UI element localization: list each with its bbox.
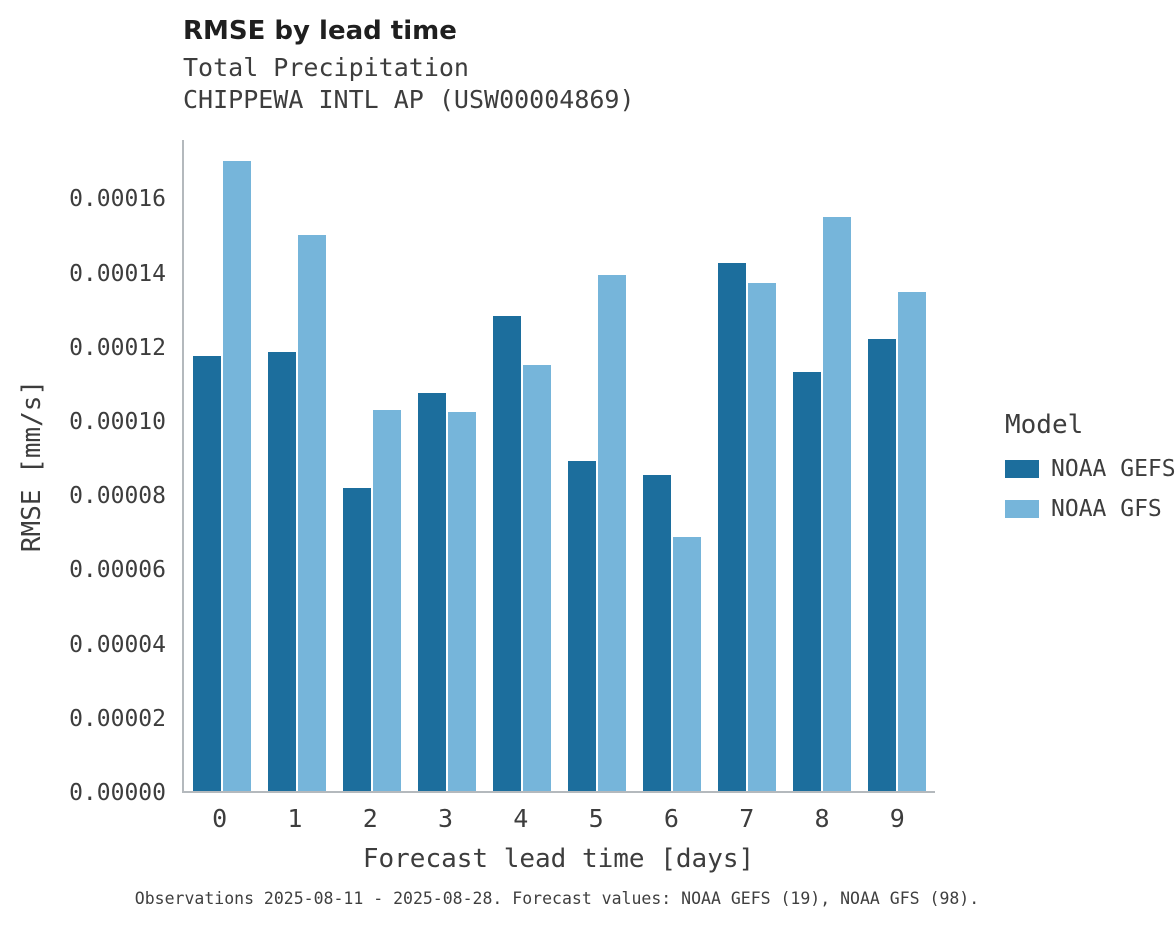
bar-group-lead-1	[267, 140, 326, 791]
legend-entry-noaa-gefs: NOAA GEFS	[1005, 456, 1175, 482]
bar-group-lead-0	[192, 140, 251, 791]
y-axis-tick-labels: 0.00000 0.00002 0.00004 0.00006 0.00008 0.000…	[0, 140, 166, 806]
bar-noaa-gefs-lead-6	[643, 475, 672, 791]
bar-group-lead-2	[342, 140, 401, 791]
bar-noaa-gfs-lead-4	[522, 364, 551, 791]
legend-label-noaa-gefs: NOAA GEFS	[1051, 456, 1175, 482]
legend: Model NOAA GEFS NOAA GFS	[1005, 410, 1175, 536]
bar-group-lead-6	[643, 140, 702, 791]
legend-title: Model	[1005, 410, 1084, 440]
bar-noaa-gefs-lead-8	[793, 371, 822, 791]
bar-noaa-gefs-lead-2	[342, 487, 371, 791]
x-tick-label: 7	[739, 804, 755, 833]
x-tick-label: 2	[362, 804, 378, 833]
legend-entries: NOAA GEFS NOAA GFS	[1005, 456, 1175, 522]
x-tick-label: 9	[889, 804, 905, 833]
y-tick-label: 0.00002	[69, 705, 166, 732]
x-tick-label: 4	[513, 804, 529, 833]
chart-title: RMSE by lead time	[183, 16, 457, 46]
bar-noaa-gefs-lead-0	[192, 356, 221, 791]
bar-group-lead-4	[492, 140, 551, 791]
legend-swatch-noaa-gefs	[1005, 460, 1039, 478]
x-tick-label: 5	[588, 804, 604, 833]
chart-subtitle-station: CHIPPEWA INTL AP (USW00004869)	[183, 85, 635, 114]
bar-group-lead-8	[793, 140, 852, 791]
bar-noaa-gefs-lead-7	[718, 262, 747, 791]
bar-noaa-gfs-lead-8	[823, 216, 852, 791]
y-tick-label: 0.00006	[69, 557, 166, 584]
legend-label-noaa-gfs: NOAA GFS	[1051, 496, 1162, 522]
bar-noaa-gefs-lead-5	[568, 461, 597, 791]
bar-noaa-gfs-lead-9	[898, 292, 927, 791]
x-tick-label: 1	[287, 804, 303, 833]
bar-group-lead-7	[718, 140, 777, 791]
x-tick-label: 8	[814, 804, 830, 833]
x-axis-label: Forecast lead time [days]	[362, 844, 755, 874]
bar-noaa-gefs-lead-1	[267, 352, 296, 791]
bar-noaa-gfs-lead-0	[222, 161, 251, 791]
y-tick-label: 0.00000	[69, 780, 166, 806]
plot-area	[182, 140, 935, 793]
y-tick-label: 0.00014	[69, 260, 166, 287]
chart-header: RMSE by lead time Total Precipitation CH…	[183, 16, 635, 116]
chart-subtitle-variable: Total Precipitation	[183, 53, 469, 82]
bar-noaa-gefs-lead-4	[492, 316, 521, 791]
bar-noaa-gfs-lead-1	[297, 234, 326, 791]
x-axis-tick-labels: 0 1 2 3 4 5 6 7 8 9	[182, 804, 935, 833]
x-tick-label: 3	[438, 804, 454, 833]
bar-noaa-gfs-lead-3	[447, 412, 476, 791]
bar-noaa-gefs-lead-9	[868, 339, 897, 791]
legend-entry-noaa-gfs: NOAA GFS	[1005, 496, 1175, 522]
bar-noaa-gefs-lead-3	[417, 393, 446, 791]
bar-group-lead-5	[568, 140, 627, 791]
x-tick-label: 6	[663, 804, 679, 833]
bar-noaa-gfs-lead-2	[372, 410, 401, 791]
y-tick-label: 0.00012	[69, 334, 166, 361]
caption: Observations 2025-08-11 - 2025-08-28. Fo…	[134, 889, 980, 908]
bar-group-lead-9	[868, 140, 927, 791]
y-tick-label: 0.00004	[69, 631, 166, 658]
bar-group-lead-3	[417, 140, 476, 791]
x-tick-label: 0	[212, 804, 228, 833]
bar-noaa-gfs-lead-5	[598, 275, 627, 791]
y-tick-label: 0.00010	[69, 408, 166, 435]
y-tick-label: 0.00008	[69, 483, 166, 510]
bar-noaa-gfs-lead-7	[748, 282, 777, 791]
y-tick-label: 0.00016	[69, 186, 166, 213]
bar-noaa-gfs-lead-6	[673, 537, 702, 791]
legend-swatch-noaa-gfs	[1005, 500, 1039, 518]
